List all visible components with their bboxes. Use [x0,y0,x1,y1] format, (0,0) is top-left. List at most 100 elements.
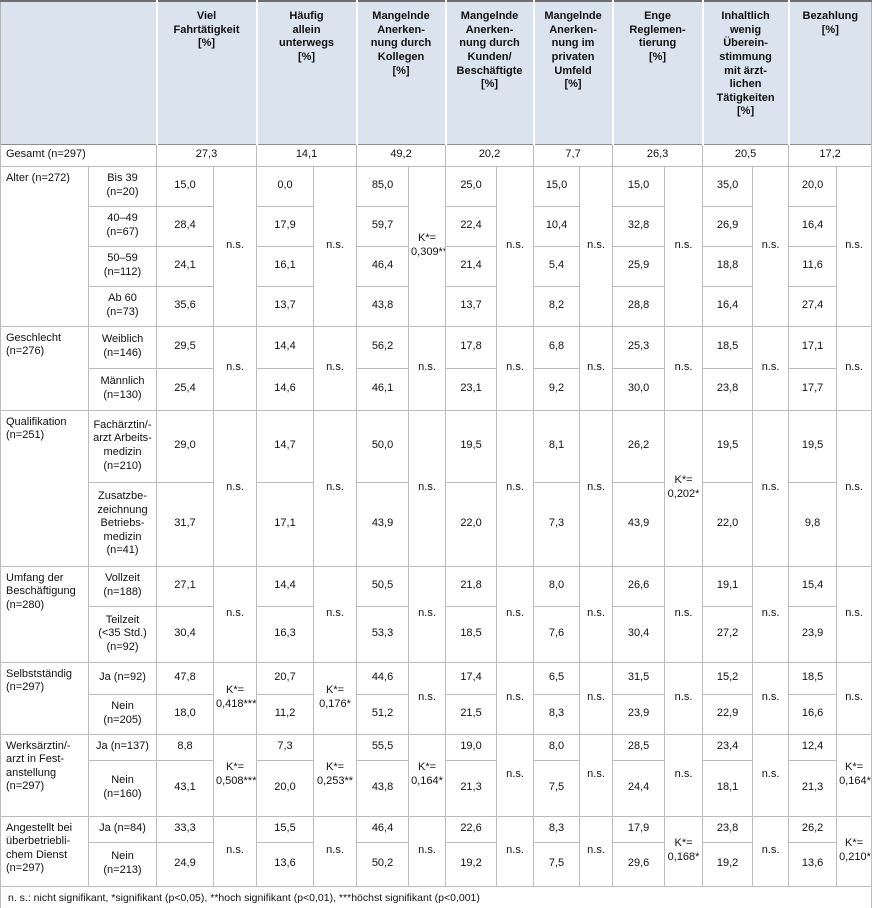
value-cell: 17,7 [788,367,838,411]
value-cell: 9,8 [788,481,838,567]
table-body: Gesamt (n=297) 27,3 14,1 49,2 20,2 7,7 26,3 20,… [0,143,872,908]
value-cell: 17,4 [445,661,498,695]
value-cell: 17,8 [445,325,498,369]
category-label: Gesamt (n=297) [0,143,157,167]
value-cell: 19,1 [702,565,754,607]
significance-cell: n.s. [664,733,704,817]
value-cell: 12,4 [788,733,838,761]
significance-cell: n.s. [496,815,535,887]
significance-cell: n.s. [212,565,258,663]
significance-cell: n.s. [496,325,535,411]
value-cell: 15,0 [533,165,581,207]
value-cell: 22,4 [445,205,498,247]
value-cell: 21,3 [788,759,838,817]
value-cell: 23,4 [702,733,754,761]
value-cell: 30,4 [612,605,666,663]
value-cell: 8,2 [533,285,581,327]
value-cell: 8,3 [533,815,581,843]
value-cell: 13,7 [256,285,315,327]
value-cell: 27,2 [702,605,754,663]
value-cell: 30,4 [156,605,214,663]
value-cell: 11,2 [256,693,315,735]
column-header: Viel Fahrtätigkeit [%] [156,1,258,144]
subcategory-label: Ab 60 (n=73) [88,285,157,327]
value-cell: 18,0 [156,693,214,735]
value-cell: 7,6 [533,605,581,663]
value-cell: 17,1 [788,325,838,369]
value-cell: 7,5 [533,841,581,887]
value-cell: 19,5 [788,409,838,483]
value-cell: 13,7 [445,285,498,327]
subcategory-label: 50–59 (n=112) [88,245,157,287]
value-cell: 15,4 [788,565,838,607]
value-cell: 18,8 [702,245,754,287]
value-cell: 55,5 [356,733,410,761]
value-cell: 50,2 [356,841,410,887]
value-cell: 7,3 [533,481,581,567]
significance-cell: n.s. [752,661,790,735]
value-cell: 18,5 [788,661,838,695]
significance-cell: n.s. [836,165,872,327]
significance-cell: n.s. [313,409,358,567]
subcategory-label: Nein (n=205) [88,693,157,735]
significance-cell: K*= 0,210* [836,815,872,887]
significance-cell: n.s. [752,409,790,567]
value-cell: 15,5 [256,815,315,843]
value-cell: 18,5 [445,605,498,663]
value-cell: 7,3 [256,733,315,761]
significance-cell: n.s. [313,325,358,411]
category-label: Geschlecht (n=276) [0,325,89,411]
column-header: Mangelnde Anerken- nung durch Kunden/ Be… [445,1,535,144]
value-cell: 8,1 [533,409,581,483]
value-cell: 8,0 [533,733,581,761]
value-cell: 19,2 [445,841,498,887]
value-cell: 43,1 [156,759,214,817]
significance-cell: n.s. [836,325,872,411]
value-cell: 8,3 [533,693,581,735]
value-cell: 33,3 [156,815,214,843]
value-cell: 14,1 [256,143,358,167]
significance-cell: n.s. [752,165,790,327]
value-cell: 24,1 [156,245,214,287]
significance-cell: n.s. [313,165,358,327]
significance-cell: n.s. [408,661,447,735]
value-cell: 23,8 [702,815,754,843]
value-cell: 29,0 [156,409,214,483]
subcategory-label: Teilzeit (<35 Std.) (n=92) [88,605,157,663]
category-label: Selbstständig (n=297) [0,661,89,735]
value-cell: 51,2 [356,693,410,735]
significance-cell: K*= 0,202* [664,409,704,567]
value-cell: 35,0 [702,165,754,207]
significance-cell: n.s. [313,565,358,663]
column-header: Mangelnde Anerken- nung im privaten Umfe… [533,1,614,144]
value-cell: 13,6 [788,841,838,887]
value-cell: 17,2 [788,143,872,167]
value-cell: 27,1 [156,565,214,607]
significance-cell: n.s. [752,815,790,887]
value-cell: 29,5 [156,325,214,369]
significance-cell: n.s. [496,409,535,567]
value-cell: 49,2 [356,143,447,167]
value-cell: 19,0 [445,733,498,761]
significance-cell: n.s. [752,733,790,817]
value-cell: 16,4 [788,205,838,247]
subcategory-label: Männlich (n=130) [88,367,157,411]
category-label: Alter (n=272) [0,165,89,327]
significance-cell: K*= 0,253** [313,733,358,817]
significance-cell: n.s. [212,325,258,411]
value-cell: 17,1 [256,481,315,567]
significance-cell: K*= 0,168* [664,815,704,887]
column-header: Inhaltlich wenig Überein- stimmung mit ä… [702,1,790,144]
value-cell: 43,8 [356,285,410,327]
significance-cell: n.s. [496,565,535,663]
value-cell: 27,3 [155,143,258,167]
significance-cell: n.s. [579,325,614,411]
value-cell: 44,6 [356,661,410,695]
value-cell: 25,4 [156,367,214,411]
value-cell: 14,4 [256,325,315,369]
value-cell: 46,4 [356,245,410,287]
value-cell: 22,6 [445,815,498,843]
value-cell: 25,0 [445,165,498,207]
